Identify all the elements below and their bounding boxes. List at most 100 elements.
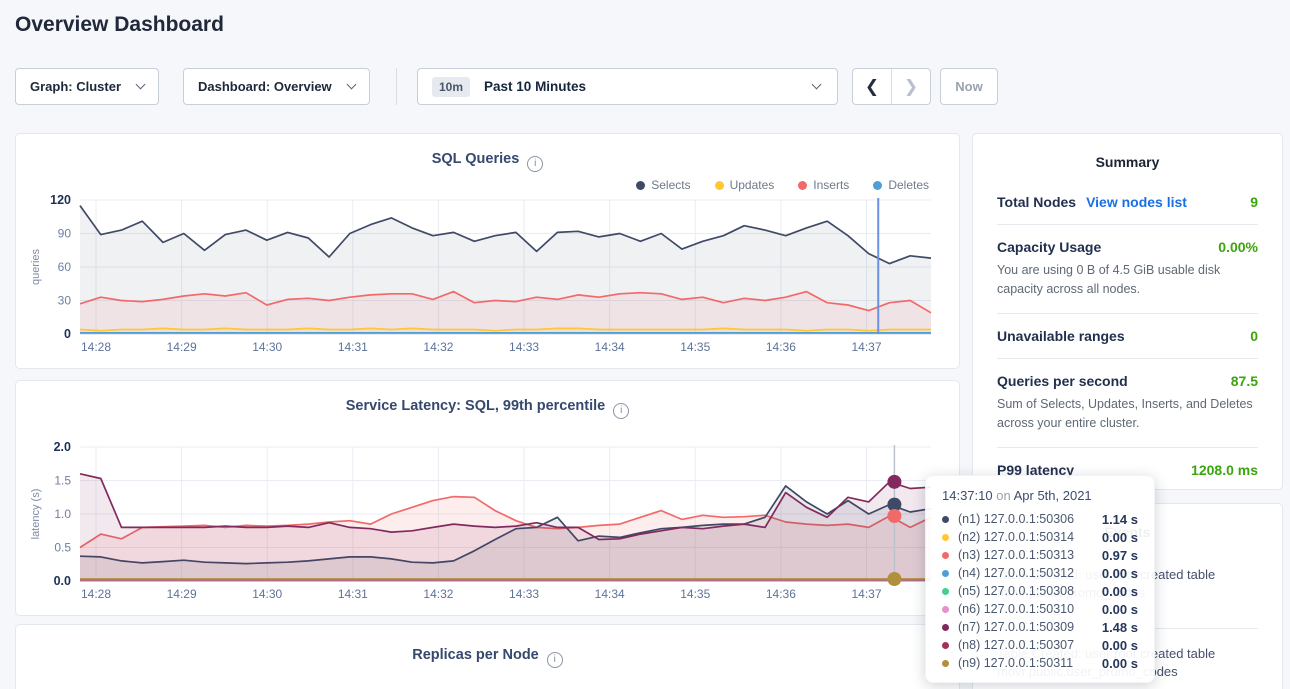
node-color-dot-icon	[942, 534, 949, 541]
summary-title: Summary	[973, 134, 1282, 180]
svg-text:14:35: 14:35	[680, 340, 710, 354]
node-address: (n1) 127.0.0.1:50306	[958, 512, 1102, 526]
summary-row-unavailable-ranges: Unavailable ranges 0	[997, 314, 1258, 359]
tooltip-node-row: (n4) 127.0.0.1:503120.00 s	[942, 564, 1138, 582]
svg-text:14:31: 14:31	[338, 340, 368, 354]
summary-value: 1208.0 ms	[1191, 462, 1258, 478]
svg-text:14:33: 14:33	[509, 340, 539, 354]
node-latency-value: 1.48 s	[1102, 620, 1138, 635]
tooltip-node-row: (n2) 127.0.0.1:503140.00 s	[942, 528, 1138, 546]
node-color-dot-icon	[942, 660, 949, 667]
time-range-badge: 10m	[432, 77, 470, 97]
graph-dropdown-label: Graph: Cluster	[30, 79, 121, 94]
chevron-down-icon	[136, 80, 146, 90]
svg-text:14:34: 14:34	[595, 340, 625, 354]
node-address: (n8) 127.0.0.1:50307	[958, 638, 1102, 652]
summary-label: Queries per second	[997, 373, 1128, 389]
node-color-dot-icon	[942, 552, 949, 559]
next-time-button[interactable]: ❯	[892, 69, 930, 104]
svg-text:14:35: 14:35	[680, 587, 710, 601]
svg-text:14:30: 14:30	[252, 587, 282, 601]
tooltip-node-row: (n9) 127.0.0.1:503110.00 s	[942, 654, 1138, 672]
chevron-down-icon	[812, 80, 822, 90]
svg-text:14:28: 14:28	[81, 587, 111, 601]
page-title: Overview Dashboard	[15, 13, 224, 37]
svg-text:0.0: 0.0	[54, 574, 71, 588]
now-button[interactable]: Now	[940, 68, 998, 105]
node-color-dot-icon	[942, 624, 949, 631]
tooltip-time: 14:37:10	[942, 488, 993, 503]
time-range-dropdown[interactable]: 10m Past 10 Minutes	[417, 68, 838, 105]
toolbar-divider	[396, 68, 397, 105]
summary-description: Sum of Selects, Updates, Inserts, and De…	[997, 395, 1258, 433]
graph-dropdown[interactable]: Graph: Cluster	[15, 68, 159, 105]
info-icon[interactable]: i	[547, 652, 563, 668]
svg-text:14:32: 14:32	[423, 340, 453, 354]
node-address: (n7) 127.0.0.1:50309	[958, 620, 1102, 634]
tooltip-node-row: (n6) 127.0.0.1:503100.00 s	[942, 600, 1138, 618]
summary-label: Total Nodes	[997, 194, 1076, 210]
summary-row-queries-per-second: Queries per second 87.5 Sum of Selects, …	[997, 359, 1258, 448]
prev-time-button[interactable]: ❮	[853, 69, 892, 104]
time-range-label: Past 10 Minutes	[484, 79, 586, 94]
node-latency-value: 0.00 s	[1102, 584, 1138, 599]
tooltip-rows: (n1) 127.0.0.1:503061.14 s(n2) 127.0.0.1…	[942, 510, 1138, 672]
chart-hover-tooltip: 14:37:10 on Apr 5th, 2021 (n1) 127.0.0.1…	[925, 475, 1155, 683]
svg-text:30: 30	[58, 294, 72, 308]
summary-label: Capacity Usage	[997, 239, 1101, 255]
now-button-label: Now	[955, 79, 982, 94]
dashboard-dropdown-label: Dashboard: Overview	[198, 79, 332, 94]
summary-body: Total Nodes View nodes list 9 Capacity U…	[973, 180, 1282, 492]
node-latency-value: 0.00 s	[1102, 602, 1138, 617]
tooltip-node-row: (n3) 127.0.0.1:503130.97 s	[942, 546, 1138, 564]
node-color-dot-icon	[942, 570, 949, 577]
chevron-right-icon: ❯	[904, 77, 918, 97]
tooltip-node-row: (n1) 127.0.0.1:503061.14 s	[942, 510, 1138, 528]
node-color-dot-icon	[942, 642, 949, 649]
svg-text:0: 0	[64, 327, 71, 341]
summary-row-total-nodes: Total Nodes View nodes list 9	[997, 180, 1258, 225]
tooltip-node-row: (n5) 127.0.0.1:503080.00 s	[942, 582, 1138, 600]
node-color-dot-icon	[942, 588, 949, 595]
node-address: (n6) 127.0.0.1:50310	[958, 602, 1102, 616]
replicas-per-node-title: Replicas per Node i	[16, 647, 959, 668]
tooltip-on: on	[996, 488, 1010, 503]
svg-text:60: 60	[58, 260, 72, 274]
svg-text:14:36: 14:36	[766, 587, 796, 601]
node-latency-value: 1.14 s	[1102, 512, 1138, 527]
time-step-buttons: ❮ ❯	[852, 68, 931, 105]
summary-row-capacity-usage: Capacity Usage 0.00% You are using 0 B o…	[997, 225, 1258, 314]
service-latency-card: Service Latency: SQL, 99th percentilei 1…	[15, 380, 960, 616]
svg-text:120: 120	[50, 193, 71, 207]
svg-text:14:36: 14:36	[766, 340, 796, 354]
tooltip-node-row: (n7) 127.0.0.1:503091.48 s	[942, 618, 1138, 636]
node-address: (n9) 127.0.0.1:50311	[958, 656, 1102, 670]
node-address: (n3) 127.0.0.1:50313	[958, 548, 1102, 562]
chevron-left-icon: ❮	[865, 77, 879, 97]
summary-panel: Summary Total Nodes View nodes list 9 Ca…	[972, 133, 1283, 490]
svg-text:14:33: 14:33	[509, 587, 539, 601]
chevron-down-icon	[347, 80, 357, 90]
svg-text:queries: queries	[30, 248, 42, 285]
node-latency-value: 0.00 s	[1102, 566, 1138, 581]
summary-value: 0	[1250, 328, 1258, 344]
svg-text:14:34: 14:34	[595, 587, 625, 601]
svg-text:14:29: 14:29	[167, 587, 197, 601]
tooltip-node-row: (n8) 127.0.0.1:503070.00 s	[942, 636, 1138, 654]
replicas-per-node-title-text: Replicas per Node	[412, 647, 539, 663]
view-nodes-list-link[interactable]: View nodes list	[1086, 194, 1187, 210]
node-latency-value: 0.00 s	[1102, 530, 1138, 545]
svg-text:1.0: 1.0	[54, 507, 71, 521]
svg-text:14:29: 14:29	[167, 340, 197, 354]
service-latency-chart[interactable]: 14:2814:2914:3014:3114:3214:3314:3414:35…	[16, 381, 959, 615]
node-color-dot-icon	[942, 516, 949, 523]
summary-value: 9	[1250, 194, 1258, 210]
node-address: (n4) 127.0.0.1:50312	[958, 566, 1102, 580]
svg-text:14:37: 14:37	[851, 340, 881, 354]
sql-queries-chart[interactable]: 14:2814:2914:3014:3114:3214:3314:3414:35…	[16, 134, 959, 368]
svg-text:14:28: 14:28	[81, 340, 111, 354]
replicas-per-node-card: Replicas per Node i	[15, 624, 960, 689]
summary-value: 0.00%	[1218, 239, 1258, 255]
dashboard-dropdown[interactable]: Dashboard: Overview	[183, 68, 370, 105]
tooltip-timestamp: 14:37:10 on Apr 5th, 2021	[942, 488, 1138, 503]
